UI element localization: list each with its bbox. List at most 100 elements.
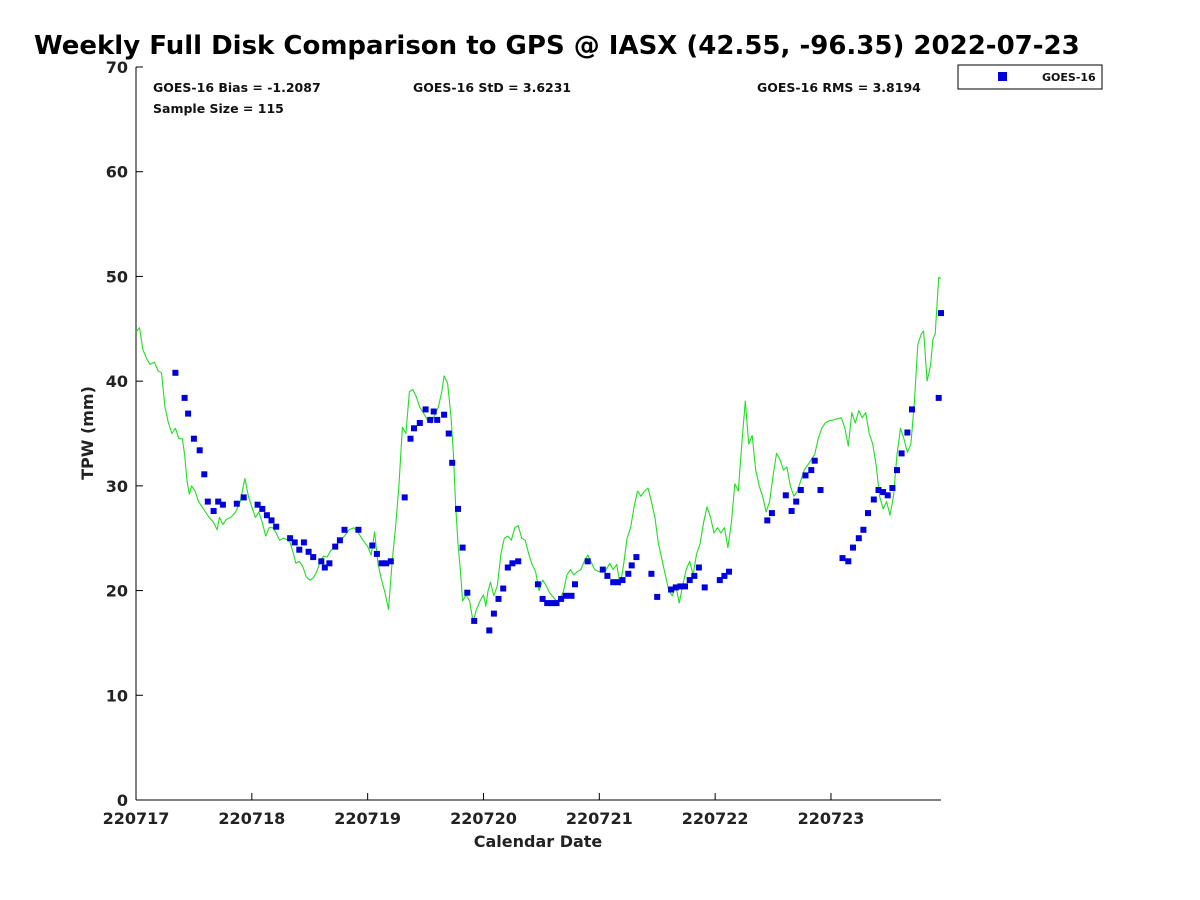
- x-tick-label: 220719: [334, 809, 401, 828]
- goes-data-point: [378, 560, 385, 567]
- goes-data-point: [416, 420, 423, 426]
- goes-data-point: [305, 548, 312, 555]
- goes-data-point: [604, 572, 611, 579]
- goes-data-point: [701, 584, 708, 591]
- goes-data-point: [870, 496, 877, 503]
- goes-data-point: [716, 577, 723, 584]
- goes-data-point: [369, 542, 376, 549]
- goes-data-point: [509, 560, 516, 567]
- x-tick-label: 220723: [798, 809, 865, 828]
- goes-data-point: [544, 600, 551, 607]
- goes-data-point: [332, 543, 339, 550]
- goes-data-point: [619, 577, 626, 584]
- goes-data-point: [254, 501, 261, 508]
- goes-data-point: [341, 526, 348, 533]
- goes-data-point: [455, 505, 461, 512]
- goes-data-point: [568, 592, 575, 599]
- goes-data-point: [802, 472, 809, 479]
- goes-data-point: [495, 595, 502, 602]
- x-axis-label: Calendar Date: [474, 832, 603, 851]
- goes-data-point: [782, 492, 789, 499]
- x-tick-label: 220721: [566, 809, 633, 828]
- axes: 0 10 20 30 40 50 60 70 220717 220718 220719 220720 2…: [103, 58, 941, 828]
- y-tick-label: 10: [106, 686, 128, 705]
- goes-data-point: [181, 394, 188, 401]
- goes-data-point: [686, 577, 693, 584]
- rms-stat: GOES-16 RMS = 3.8194: [757, 80, 921, 95]
- goes-data-point: [764, 517, 771, 524]
- goes-data-point: [268, 517, 275, 524]
- goes-data-point: [614, 579, 621, 586]
- goes-data-point: [855, 535, 862, 542]
- goes-data-point: [860, 526, 867, 533]
- goes-data-point: [336, 537, 343, 544]
- goes-data-point: [441, 411, 448, 418]
- goes-data-point: [889, 485, 896, 491]
- goes-data-point: [845, 558, 852, 565]
- goes-data-point: [296, 546, 303, 553]
- legend-marker: [998, 72, 1007, 81]
- goes-data-point: [558, 595, 565, 602]
- goes-data-point: [884, 492, 891, 499]
- goes-data-point: [817, 487, 824, 493]
- goes-data-point: [210, 508, 217, 514]
- goes-data-point: [721, 572, 728, 579]
- goes-data-point: [445, 430, 452, 437]
- goes-data-point: [318, 558, 325, 565]
- goes-data-point: [500, 585, 507, 592]
- goes-data-point: [811, 457, 818, 464]
- x-tick-label: 220720: [450, 809, 517, 828]
- goes-data-point: [434, 416, 441, 423]
- goes-data-point: [654, 593, 661, 600]
- goes-data-point: [504, 564, 511, 571]
- goes-data-point: [486, 627, 493, 634]
- goes-data-point: [355, 526, 362, 533]
- goes-data-point: [584, 558, 591, 565]
- goes-data-point: [880, 489, 887, 496]
- y-tick-label: 20: [106, 582, 128, 601]
- goes-data-point: [190, 435, 197, 442]
- goes-data-point: [850, 544, 856, 551]
- goes-data-point: [373, 550, 380, 557]
- goes-data-point: [553, 600, 560, 607]
- x-tick-label: 220722: [682, 809, 749, 828]
- goes-data-point: [387, 558, 394, 565]
- goes-data-point: [383, 560, 390, 567]
- goes-data-point: [263, 512, 270, 519]
- x-tick-label: 220718: [218, 809, 285, 828]
- sample-size-stat: Sample Size = 115: [153, 101, 284, 116]
- goes-data-point: [672, 584, 679, 591]
- y-tick-label: 30: [106, 477, 128, 496]
- y-tick-label: 60: [106, 163, 128, 182]
- goes-data-point: [464, 589, 471, 596]
- goes-data-point: [321, 564, 328, 571]
- goes-data-point: [172, 369, 179, 376]
- goes-data-point: [562, 592, 569, 599]
- goes-data-point: [300, 539, 307, 546]
- goes-data-point: [430, 408, 437, 415]
- goes-data-point: [894, 467, 900, 474]
- goes-data-point: [875, 487, 882, 493]
- goes-data-point: [633, 554, 640, 561]
- goes-data-point: [291, 539, 298, 546]
- goes-data-point: [310, 554, 317, 561]
- goes-data-point: [695, 564, 702, 571]
- goes-data-point: [201, 471, 208, 478]
- goes-data-point: [599, 566, 606, 573]
- goes-data-point: [401, 494, 408, 501]
- goes-data-point: [865, 510, 871, 517]
- goes-data-point: [326, 560, 333, 567]
- goes-data-point: [691, 572, 698, 579]
- gps-series-line: [135, 276, 942, 623]
- goes-data-point: [682, 583, 688, 590]
- gps-line-layer: [135, 276, 942, 623]
- y-axis-label: TPW (mm): [78, 386, 97, 480]
- goes-data-point: [839, 555, 846, 562]
- goes-data-point: [185, 410, 192, 417]
- goes-data-point: [287, 535, 294, 542]
- goes-data-point: [793, 498, 800, 505]
- goes-data-point: [233, 500, 240, 507]
- goes-data-point: [648, 570, 655, 577]
- y-tick-label: 50: [106, 267, 128, 286]
- y-tick-label: 70: [106, 58, 128, 77]
